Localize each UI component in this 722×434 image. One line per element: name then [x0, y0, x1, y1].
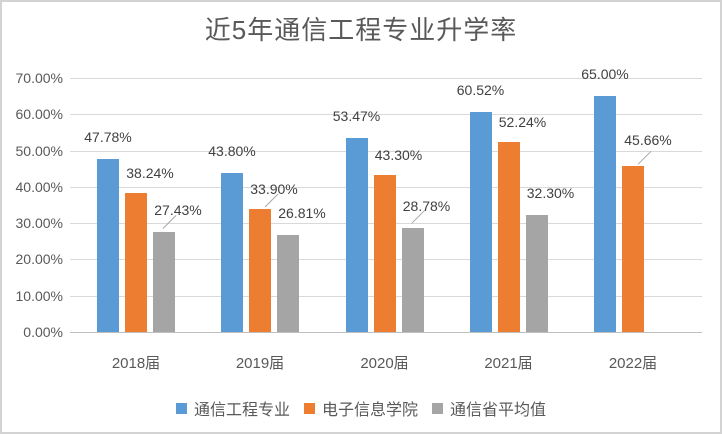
y-axis-tick-label: 60.00% — [15, 106, 63, 123]
chart-title: 近5年通信工程专业升学率 — [204, 15, 518, 45]
y-axis-tick-label: 70.00% — [15, 70, 63, 86]
y-axis-tick-label: 0.00% — [23, 324, 63, 340]
bar-0-2 — [345, 137, 368, 332]
bar-0-3 — [469, 112, 492, 332]
data-label: 33.90% — [250, 180, 298, 197]
bar-0-1 — [221, 173, 243, 332]
gridline — [70, 78, 702, 79]
data-label: 47.78% — [84, 128, 132, 145]
bar-1-1 — [249, 208, 271, 332]
data-label: 26.81% — [278, 204, 326, 221]
legend-series-name: 通信工程专业 — [193, 402, 290, 419]
data-label: 60.52% — [456, 82, 505, 99]
legend-item-1: 电子信息学院 — [303, 396, 418, 420]
bar-2-2 — [401, 227, 424, 332]
legend: 通信工程专业 电子信息学院 通信省平均值 — [2, 396, 720, 420]
legend-swatch — [432, 402, 443, 414]
bar-0-0 — [97, 158, 119, 332]
data-label: 43.80% — [208, 143, 256, 160]
data-label: 53.47% — [332, 107, 381, 124]
bar-1-4 — [622, 166, 644, 332]
legend-item-2: 通信省平均值 — [432, 396, 546, 420]
leader-line — [637, 150, 652, 165]
x-axis-category-label: 2021届 — [484, 355, 533, 372]
data-label: 43.30% — [374, 146, 423, 163]
y-axis-tick-label: 20.00% — [15, 251, 63, 268]
gridline — [70, 114, 702, 116]
bar-0-4 — [594, 96, 616, 332]
gridline — [70, 150, 702, 152]
x-axis-category-label: 2022届 — [608, 355, 658, 372]
legend-swatch — [303, 402, 315, 414]
x-axis-category-label: 2019届 — [235, 355, 285, 372]
data-label: 28.78% — [402, 197, 451, 214]
data-label: 27.43% — [154, 202, 202, 219]
y-axis-tick-label: 40.00% — [15, 178, 63, 195]
data-label: 52.24% — [498, 114, 547, 131]
x-axis-category-label: 2018届 — [111, 355, 161, 372]
y-axis-tick-label: 50.00% — [15, 142, 63, 159]
bar-2-1 — [277, 234, 299, 332]
bar-1-3 — [497, 142, 520, 332]
data-label: 32.30% — [526, 184, 575, 201]
x-axis-category-label: 2020届 — [360, 355, 409, 372]
y-axis-tick-label: 30.00% — [15, 215, 63, 232]
legend-swatch — [175, 402, 187, 414]
legend-item-0: 通信工程专业 — [175, 396, 290, 420]
legend-series-name: 通信省平均值 — [450, 402, 547, 419]
bar-2-0 — [153, 232, 175, 332]
bar-1-2 — [373, 174, 396, 332]
x-axis-line — [70, 332, 702, 333]
data-label: 45.66% — [624, 132, 672, 149]
data-label: 38.24% — [126, 165, 174, 182]
bar-2-3 — [525, 214, 548, 332]
data-label: 65.00% — [581, 66, 629, 83]
y-axis-tick-label: 10.00% — [15, 287, 63, 304]
bar-1-0 — [125, 193, 147, 332]
legend-series-name: 电子信息学院 — [321, 402, 418, 419]
